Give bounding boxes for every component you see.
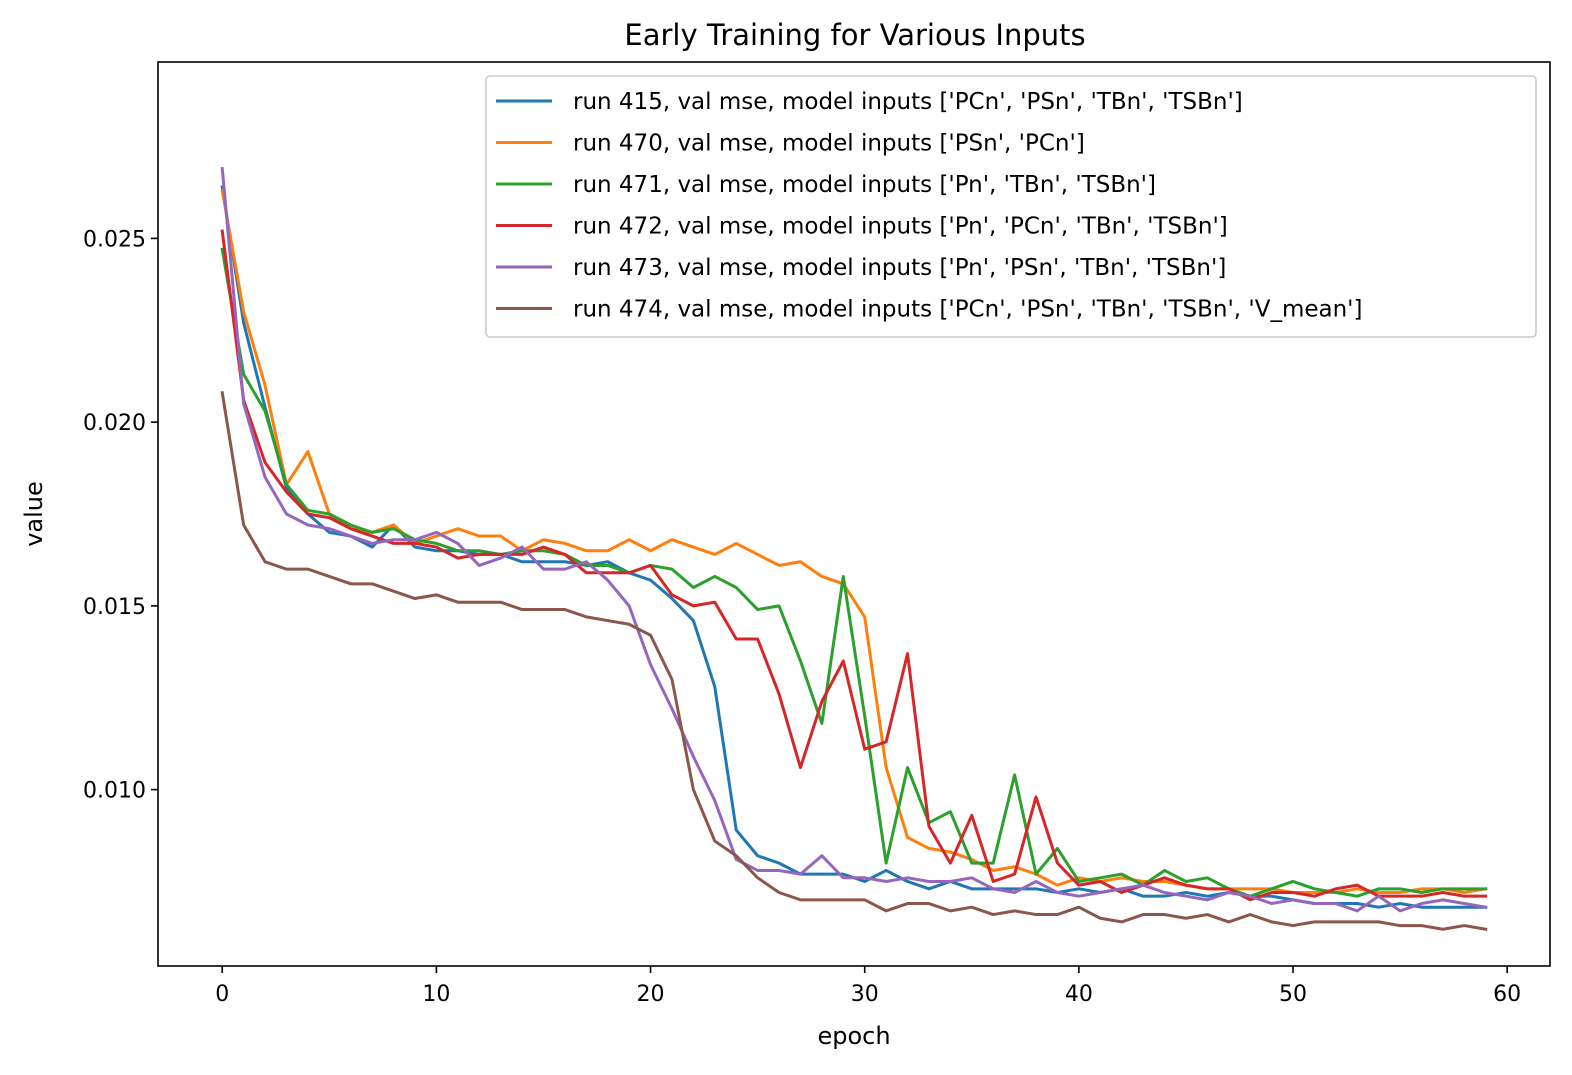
chart-title: Early Training for Various Inputs <box>624 18 1085 52</box>
y-axis: 0.010 0.015 0.020 0.025 <box>83 227 158 804</box>
legend-label-3: run 472, val mse, model inputs ['Pn', 'P… <box>573 214 1228 240</box>
y-tick-label: 0.025 <box>83 227 146 252</box>
series-line-5 <box>220 391 1488 931</box>
x-tick-label: 50 <box>1279 982 1307 1007</box>
x-tick-label: 10 <box>422 982 450 1007</box>
x-tick-label: 60 <box>1493 982 1521 1007</box>
legend-label-4: run 473, val mse, model inputs ['Pn', 'P… <box>573 255 1226 281</box>
legend: run 415, val mse, model inputs ['PCn', '… <box>485 75 1537 338</box>
y-axis-label: value <box>20 481 48 547</box>
x-tick-label: 0 <box>215 982 229 1007</box>
x-axis: 0 10 20 30 40 50 60 <box>215 966 1521 1007</box>
series-line-3 <box>220 229 1488 902</box>
legend-label-1: run 470, val mse, model inputs ['PSn', '… <box>573 131 1085 157</box>
series-group <box>220 166 1488 931</box>
legend-label-5: run 474, val mse, model inputs ['PCn', '… <box>573 297 1362 323</box>
series-line-2 <box>220 247 1488 898</box>
plot-area-frame <box>157 61 1551 967</box>
series-line-4 <box>220 166 1488 913</box>
x-axis-label: epoch <box>817 1022 890 1050</box>
legend-label-0: run 415, val mse, model inputs ['PCn', '… <box>573 89 1243 115</box>
x-tick-label: 30 <box>851 982 879 1007</box>
legend-box <box>485 75 1537 338</box>
x-tick-label: 20 <box>637 982 665 1007</box>
y-tick-label: 0.010 <box>83 779 146 804</box>
legend-label-2: run 471, val mse, model inputs ['Pn', 'T… <box>573 172 1156 198</box>
series-line-1 <box>220 188 1488 894</box>
x-tick-label: 40 <box>1065 982 1093 1007</box>
y-tick-label: 0.015 <box>83 595 146 620</box>
y-tick-label: 0.020 <box>83 411 146 436</box>
